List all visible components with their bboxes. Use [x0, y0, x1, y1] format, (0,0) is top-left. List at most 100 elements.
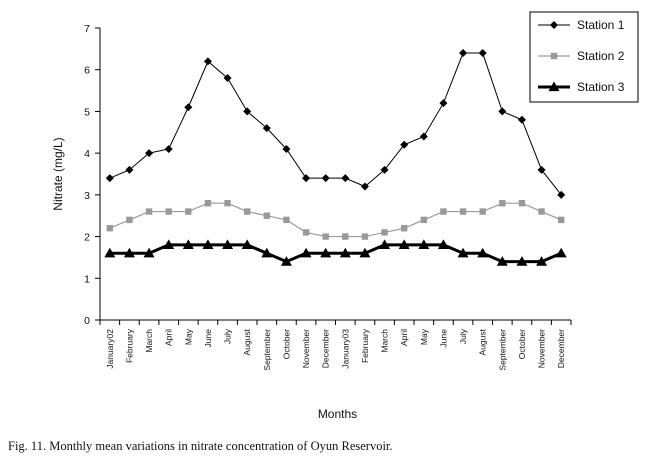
x-tick-label: March: [144, 329, 154, 353]
data-point: [361, 233, 369, 240]
x-tick-label: May: [419, 328, 429, 345]
data-point: [437, 239, 449, 250]
legend-entry: Station 2: [538, 49, 625, 63]
data-point: [125, 165, 134, 174]
data-point: [182, 239, 194, 250]
x-tick-label: March: [380, 329, 390, 353]
data-point: [106, 225, 114, 232]
data-point: [419, 132, 428, 141]
x-tick-label: July: [458, 328, 468, 344]
y-tick-label: 0: [84, 315, 90, 327]
data-point: [222, 239, 234, 250]
data-point: [420, 216, 428, 224]
data-point: [538, 208, 545, 215]
legend-marker: [550, 52, 558, 60]
data-point: [496, 256, 508, 266]
x-tick-label: December: [321, 329, 331, 368]
data-point: [224, 200, 231, 207]
data-point: [320, 247, 332, 258]
data-point: [185, 208, 192, 215]
data-point: [184, 103, 193, 112]
data-point: [341, 174, 350, 183]
legend: Station 1 Station 2 Station 3: [529, 11, 639, 103]
data-point: [105, 174, 114, 183]
data-point: [104, 247, 116, 258]
data-point: [163, 239, 175, 250]
data-point: [400, 140, 409, 149]
x-tick-label: August: [242, 328, 252, 355]
x-tick-label: October: [517, 329, 527, 359]
data-point: [223, 74, 232, 83]
data-point: [359, 247, 371, 258]
data-point: [243, 208, 251, 215]
data-point: [459, 49, 468, 58]
data-point: [261, 247, 273, 258]
x-tick-label: February: [360, 328, 370, 363]
data-point: [263, 212, 271, 219]
x-tick-label: September: [262, 329, 272, 371]
data-point: [123, 247, 135, 258]
data-point: [322, 233, 329, 240]
data-point: [262, 124, 271, 133]
x-tick-label: April: [164, 329, 174, 346]
data-point: [302, 174, 311, 183]
data-point: [479, 208, 486, 215]
data-point: [380, 165, 389, 174]
data-point: [282, 144, 291, 153]
series-line: [109, 52, 562, 196]
x-tick-label: May: [183, 328, 193, 345]
series-3: [104, 239, 567, 266]
data-point: [202, 239, 214, 250]
data-point: [537, 165, 546, 174]
data-point: [360, 182, 369, 191]
x-axis-title: Months: [318, 407, 357, 421]
x-tick-label: June: [438, 329, 448, 348]
y-axis-title: Nitrate (mg/L): [51, 137, 65, 210]
x-tick-label: June: [203, 329, 213, 348]
data-point: [457, 247, 469, 258]
legend-label: Station 2: [577, 49, 625, 63]
data-point: [283, 216, 290, 224]
y-tick-label: 4: [84, 148, 90, 160]
data-point: [165, 208, 172, 215]
figure-caption: Fig. 11. Monthly mean variations in nitr…: [8, 439, 393, 453]
x-tick-label: January03: [340, 329, 350, 369]
data-point: [379, 239, 391, 250]
data-point: [557, 190, 566, 199]
x-tick-label: January02: [105, 329, 115, 369]
series-line: [109, 243, 562, 264]
x-tick-label: April: [399, 329, 409, 346]
series-line: [109, 202, 562, 238]
x-tick-label: February: [124, 328, 134, 363]
data-point: [418, 239, 430, 250]
data-point: [536, 256, 548, 266]
data-point: [439, 99, 448, 108]
x-tick-label: December: [556, 329, 566, 368]
legend-marker: [550, 21, 558, 29]
data-point: [145, 208, 153, 215]
y-tick-label: 1: [84, 273, 90, 285]
data-point: [459, 208, 467, 215]
x-tick-label: November: [537, 329, 547, 368]
data-point: [145, 149, 154, 158]
data-point: [321, 174, 330, 183]
data-point: [381, 229, 388, 236]
x-tick-label: November: [301, 329, 311, 368]
data-point: [280, 256, 292, 266]
data-point: [517, 115, 526, 124]
data-point: [339, 247, 351, 258]
data-point: [243, 107, 252, 116]
y-tick-label: 5: [84, 106, 90, 118]
data-point: [302, 229, 310, 236]
x-tick-label: July: [223, 328, 233, 344]
axes: 0 1 2 3 4 5 6 7 January02 February March April May Ju…: [51, 23, 572, 421]
data-point: [516, 256, 528, 266]
data-point: [555, 247, 567, 258]
data-point: [164, 144, 173, 153]
x-tick-label: August: [478, 328, 488, 355]
data-point: [518, 200, 526, 207]
y-tick-label: 6: [84, 65, 90, 77]
data-point: [143, 247, 155, 258]
data-point: [126, 216, 133, 224]
